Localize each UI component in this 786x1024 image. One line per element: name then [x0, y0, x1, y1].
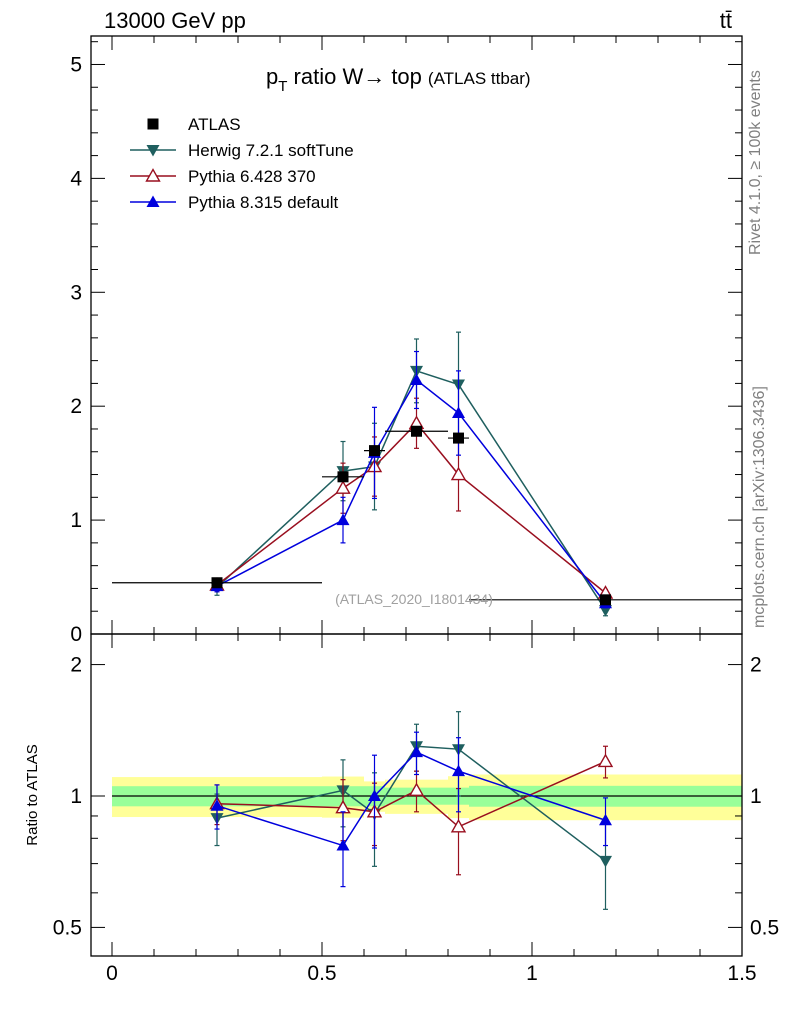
x-tick-label: 0	[106, 962, 118, 985]
data-point-pythia8	[599, 813, 612, 826]
data-point-data	[453, 432, 464, 444]
data-point-pythia8	[336, 513, 350, 526]
data-point-pythia8	[410, 745, 423, 758]
legend-label-pythia6: Pythia 6.428 370	[188, 167, 316, 186]
data-point-pythia6	[450, 818, 467, 833]
series-pythia8	[210, 350, 612, 609]
y-tick-label: 0.5	[53, 916, 82, 939]
title-subscript: T	[278, 78, 287, 95]
main-panel: 0 1 2 3 4 5	[70, 35, 743, 646]
data-point-data	[337, 471, 349, 483]
rivet-version-label: Rivet 4.1.0, ≥ 100k events	[747, 70, 764, 255]
data-point-data	[211, 577, 223, 589]
series-herwig	[210, 331, 612, 617]
title-p: p	[266, 64, 278, 89]
legend-marker-data	[147, 118, 159, 130]
series-line-pythia6	[216, 760, 606, 828]
data-point-pythia8	[336, 839, 350, 851]
y-tick-label: 0	[70, 623, 82, 646]
mcplots-label: mcplots.cern.ch [arXiv:1306.3436]	[751, 386, 768, 628]
y-tick-label-right: 2	[750, 654, 762, 677]
x-tick-label: 1	[526, 962, 538, 985]
data-point-data	[369, 445, 380, 457]
series-line-pythia8	[216, 378, 607, 604]
series-data	[112, 425, 742, 606]
data-point-pythia8	[452, 406, 465, 419]
legend-label-pythia8: Pythia 8.315 default	[188, 193, 339, 212]
data-point-data	[600, 594, 611, 606]
legend-marker-pythia8	[146, 195, 160, 207]
title-small: (ATLAS ttbar)	[428, 69, 531, 88]
data-point-pythia6	[408, 782, 425, 797]
analysis-watermark: (ATLAS_2020_I1801434)	[335, 591, 493, 607]
y-tick-label: 1	[70, 785, 82, 808]
series-line-pythia6	[216, 422, 606, 594]
ratio-panel: 0.5 0.5 1 1 2 2 0 0.5 1 1.5	[53, 633, 779, 985]
series-line-herwig	[216, 369, 607, 611]
data-point-pythia6	[335, 480, 351, 494]
legend: ATLAS Herwig 7.2.1 softTune Pythia 6.428 3…	[130, 115, 354, 212]
series-line-pythia8	[216, 751, 606, 847]
y-tick-label: 1	[70, 509, 82, 532]
legend-marker-herwig	[146, 145, 160, 157]
collision-label: 13000 GeV pp	[104, 8, 246, 33]
y-tick-label-right: 1	[750, 785, 762, 808]
legend-marker-pythia6	[145, 168, 161, 182]
data-point-pythia8	[210, 799, 224, 811]
legend-label-data: ATLAS	[188, 115, 241, 134]
data-point-data	[411, 425, 422, 437]
y-tick-label: 2	[70, 654, 82, 677]
y-tick-label: 3	[70, 281, 82, 304]
ratio-ylabel: Ratio to ATLAS	[24, 744, 41, 845]
title-rest: ratio W→ top	[287, 64, 421, 89]
x-tick-label: 0.5	[307, 962, 336, 985]
process-label: tt̄	[720, 8, 732, 33]
data-point-pythia8	[368, 789, 381, 801]
y-tick-label: 4	[70, 167, 82, 190]
x-tick-label: 1.5	[727, 962, 756, 985]
data-point-pythia8	[410, 373, 423, 385]
main-data-layer	[112, 331, 742, 617]
legend-label-herwig: Herwig 7.2.1 softTune	[188, 141, 354, 160]
series-line-herwig	[216, 745, 606, 862]
plot-title: pT ratio W→ top (ATLAS ttbar)	[266, 64, 531, 95]
ratio-data-layer	[209, 711, 614, 910]
series-pythia6	[209, 397, 614, 599]
ratio-axis-ticks: 0.5 0.5 1 1 2 2 0 0.5 1 1.5	[53, 634, 779, 985]
ratio-frame	[90, 633, 743, 957]
data-point-herwig	[599, 855, 612, 868]
data-point-pythia8	[452, 764, 465, 777]
main-axis-ticks: 0 1 2 3 4 5	[70, 36, 743, 646]
y-tick-label-right: 0.5	[750, 916, 779, 939]
y-tick-label: 2	[70, 395, 82, 418]
data-point-pythia6	[450, 466, 467, 481]
series-pythia8	[210, 731, 612, 888]
data-point-pythia6	[597, 753, 614, 768]
y-tick-label: 5	[70, 53, 82, 76]
ratio-uncertainty-bands	[112, 774, 742, 821]
